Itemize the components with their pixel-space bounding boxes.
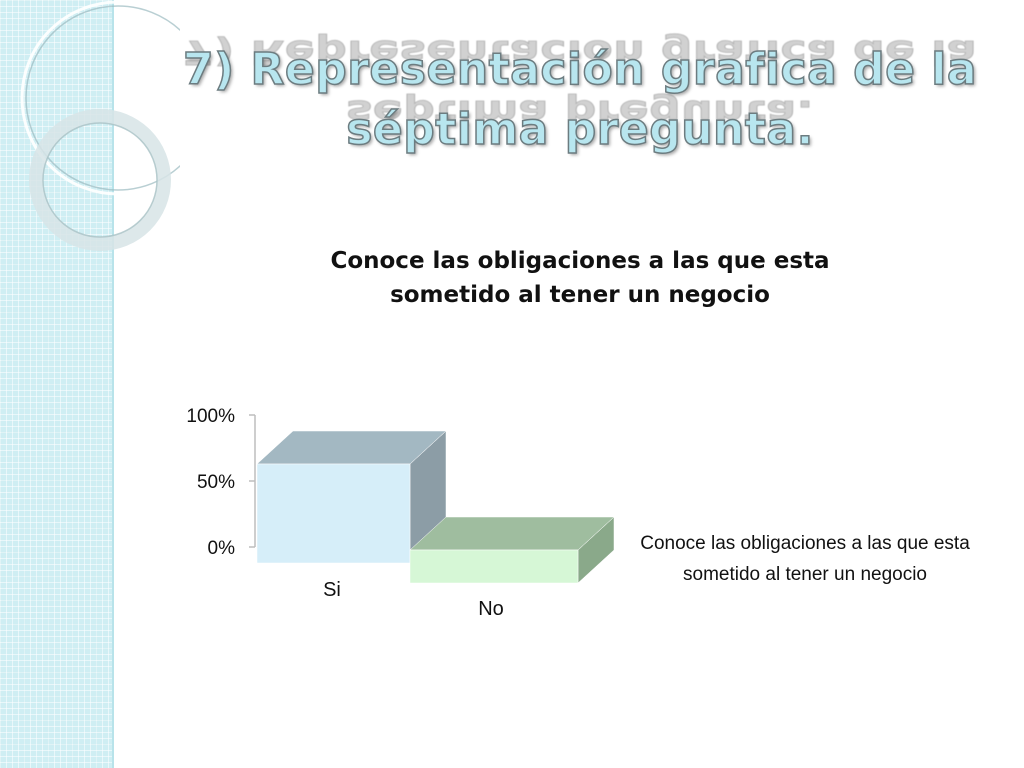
y-tick-label: 50% (197, 472, 235, 493)
slide-title: 7) Representación grafica de la 7) Repre… (150, 32, 1010, 160)
bar-top-no (409, 516, 615, 551)
y-tick-label: 100% (186, 406, 235, 427)
chart-legend: Conoce las obligaciones a las que esta s… (620, 528, 990, 590)
x-tick-label: No (478, 598, 504, 620)
title-text-2: séptima pregunta. (345, 103, 814, 156)
slide-title-line-1: 7) Representación grafica de la 7) Repre… (150, 32, 1010, 100)
slide-title-line-2: séptima pregunta. séptima pregunta. (150, 92, 1010, 160)
bar-no (409, 549, 579, 584)
y-tick-label: 0% (208, 538, 236, 559)
bar-si (256, 463, 411, 564)
decorative-rings (20, 0, 180, 251)
title-text-1: 7) Representación grafica de la (182, 43, 978, 96)
x-tick-label: Si (323, 579, 341, 601)
legend-entry: Conoce las obligaciones a las que esta s… (640, 533, 970, 585)
chart-title: Conoce las obligaciones a las que esta s… (330, 248, 830, 308)
